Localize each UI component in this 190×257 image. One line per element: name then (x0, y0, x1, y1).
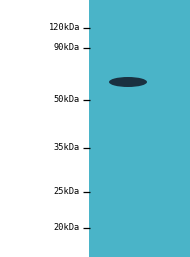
Text: 50kDa: 50kDa (54, 96, 80, 105)
Text: 35kDa: 35kDa (54, 143, 80, 152)
Text: 20kDa: 20kDa (54, 224, 80, 233)
Bar (89, 0, 190, 257)
Text: 25kDa: 25kDa (54, 188, 80, 197)
Ellipse shape (109, 77, 147, 87)
Text: 120kDa: 120kDa (48, 23, 80, 32)
Text: 90kDa: 90kDa (54, 43, 80, 52)
